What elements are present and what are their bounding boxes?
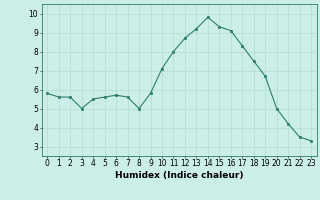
X-axis label: Humidex (Indice chaleur): Humidex (Indice chaleur): [115, 171, 244, 180]
